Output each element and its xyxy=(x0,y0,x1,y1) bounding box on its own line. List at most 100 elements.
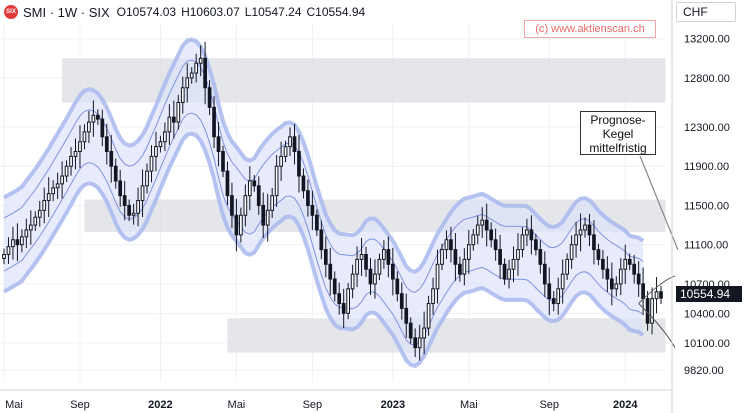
candle-body xyxy=(534,239,538,251)
candle-body xyxy=(614,283,619,290)
candle-body xyxy=(301,175,306,192)
callout-line-3: mittelfristig xyxy=(589,141,647,155)
candle-body xyxy=(556,288,561,305)
x-tick-label: Mai xyxy=(228,399,246,411)
candle-body xyxy=(444,239,449,251)
callout-line-2: Kegel xyxy=(602,127,634,141)
candle-body xyxy=(140,185,145,202)
candle-body xyxy=(413,337,418,349)
candle-body xyxy=(243,195,248,216)
x-tick-label: 2024 xyxy=(613,399,638,411)
candle-body xyxy=(498,249,502,265)
candle-body xyxy=(113,165,118,182)
candle-body xyxy=(377,258,382,275)
callout-line-1: Prognose- xyxy=(590,113,646,127)
candle-body xyxy=(274,165,279,197)
candle-body xyxy=(185,77,190,89)
candle-body xyxy=(20,236,24,246)
candle-body xyxy=(422,327,426,339)
candle-body xyxy=(11,239,15,248)
candle-body xyxy=(46,193,51,202)
candle-body xyxy=(288,136,292,148)
candle-body xyxy=(55,183,60,189)
candle-body xyxy=(180,87,185,103)
currency-selector[interactable]: CHF xyxy=(676,2,736,22)
candle-body xyxy=(239,214,243,236)
candle-body xyxy=(315,214,319,231)
candle-body xyxy=(163,131,167,143)
y-tick-label: 10100.00 xyxy=(684,338,730,350)
support-resistance-zone xyxy=(227,318,666,353)
low-value: L10547.24 xyxy=(244,5,302,19)
candle-body xyxy=(234,214,239,236)
candle-body xyxy=(171,116,176,123)
candle-body xyxy=(221,151,225,172)
watermark: (c) www.aktienscan.ch xyxy=(524,20,656,38)
candle-body xyxy=(230,195,234,216)
candle-body xyxy=(78,141,82,153)
candle-body xyxy=(583,224,587,231)
candle-body xyxy=(560,273,565,290)
candle-body xyxy=(306,190,310,206)
candle-body xyxy=(323,249,328,265)
support-resistance-zone xyxy=(62,58,666,103)
y-tick-label: 11900.00 xyxy=(684,161,729,173)
candle-body xyxy=(520,234,525,251)
candle-body xyxy=(609,278,614,290)
candle-body xyxy=(623,258,628,270)
candle-body xyxy=(507,268,511,280)
y-tick-label: 10400.00 xyxy=(684,308,730,320)
candle-body xyxy=(511,258,516,270)
candle-body xyxy=(328,263,333,280)
chart-header: SIX SMI · 1W · SIX O10574.03 H10603.07 L… xyxy=(4,3,370,21)
candle-body xyxy=(408,322,413,339)
candle-body xyxy=(91,114,96,123)
candle-body xyxy=(373,273,377,285)
candle-body xyxy=(158,141,163,148)
candle-body xyxy=(525,229,529,236)
candle-body xyxy=(256,185,261,206)
candle-body xyxy=(645,298,650,324)
candle-body xyxy=(368,268,373,285)
symbol-title[interactable]: SMI · 1W · SIX xyxy=(23,4,110,20)
candle-body xyxy=(33,216,38,226)
candle-body xyxy=(297,151,301,177)
candle-body xyxy=(659,291,663,299)
candle-body xyxy=(127,204,131,216)
candle-body xyxy=(270,195,275,211)
candle-body xyxy=(574,234,578,246)
candle-body xyxy=(529,229,534,241)
candle-body xyxy=(346,288,350,314)
candle-body xyxy=(176,101,181,123)
candle-body xyxy=(390,263,395,280)
candle-body xyxy=(641,283,645,300)
candle-body xyxy=(265,209,270,226)
y-tick-label: 12800.00 xyxy=(684,73,730,85)
candle-body xyxy=(73,151,78,157)
candle-body xyxy=(431,288,435,305)
candle-body xyxy=(516,249,520,260)
candle-body xyxy=(279,155,283,167)
candle-body xyxy=(252,180,257,187)
candle-body xyxy=(122,195,127,206)
candle-body xyxy=(551,298,556,305)
candle-body xyxy=(337,293,342,305)
candle-body xyxy=(2,253,6,259)
candle-body xyxy=(592,234,596,251)
candle-body xyxy=(194,62,199,74)
candle-body xyxy=(627,258,632,265)
y-tick-label: 13200.00 xyxy=(684,34,730,46)
candle-body xyxy=(493,239,498,251)
candle-body xyxy=(569,244,574,260)
candle-body xyxy=(395,278,400,295)
x-tick-label: Sep xyxy=(539,399,559,411)
x-tick-label: Mai xyxy=(5,399,23,411)
candle-body xyxy=(131,212,136,216)
open-value: O10574.03 xyxy=(116,5,177,19)
candle-body xyxy=(15,239,20,246)
high-value: H10603.07 xyxy=(181,5,240,19)
candle-body xyxy=(359,253,364,260)
candle-body xyxy=(24,229,29,238)
cone-lower-line xyxy=(638,303,676,348)
y-tick-label: 12300.00 xyxy=(684,122,730,134)
